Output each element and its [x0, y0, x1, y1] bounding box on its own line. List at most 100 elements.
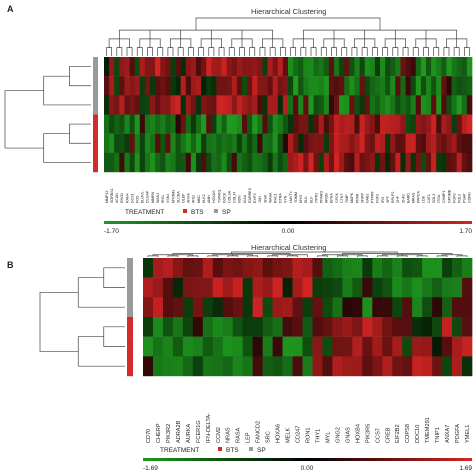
- heatmap-cell: [395, 114, 401, 134]
- row-dendrogram-branch: [39, 292, 79, 352]
- gene-label: AURKA: [186, 423, 192, 443]
- gene-label: TNIP1: [435, 427, 441, 443]
- heatmap-cell: [446, 76, 452, 96]
- heatmap-cell: [152, 317, 164, 337]
- panel-a-column-dendrogram: [106, 17, 470, 56]
- heatmap-cell: [323, 57, 330, 77]
- heatmap-cell: [252, 152, 258, 173]
- column-dendrogram-branch: [290, 47, 297, 56]
- heatmap-cell: [277, 57, 284, 77]
- heatmap-cell: [155, 114, 161, 134]
- heatmap-cell: [212, 336, 224, 357]
- heatmap-cell: [298, 133, 304, 154]
- panel-a-treatment-bar: [93, 57, 98, 173]
- heatmap-cell: [114, 95, 120, 115]
- heatmap-cell: [152, 297, 164, 318]
- panel-b-legend-bts-swatch: [218, 447, 222, 451]
- heatmap-cell: [372, 258, 383, 278]
- column-dendrogram-branch: [396, 255, 408, 257]
- heatmap-cell: [124, 114, 130, 134]
- gene-label: CHMP1: [442, 190, 446, 203]
- gene-label: SRC: [266, 431, 272, 443]
- column-dendrogram-branch: [187, 255, 199, 257]
- gene-label: PTPRF: [371, 190, 375, 203]
- gene-label: ADRA2B: [176, 420, 182, 443]
- heatmap-cell: [422, 317, 433, 337]
- heatmap-cell: [302, 356, 313, 377]
- gene-label: SLCBA: [176, 191, 180, 203]
- column-dendrogram-branch: [106, 47, 113, 56]
- panel-a-legend-sp-swatch: [214, 209, 218, 213]
- heatmap-cell: [196, 152, 202, 173]
- heatmap-cell: [415, 152, 422, 173]
- heatmap-cell: [385, 95, 391, 115]
- heatmap-cell: [382, 277, 393, 298]
- heatmap-cell: [441, 133, 447, 154]
- heatmap-cell: [252, 133, 258, 154]
- heatmap-cell: [415, 95, 422, 115]
- heatmap-cell: [431, 95, 437, 115]
- heatmap-cell: [282, 76, 289, 96]
- heatmap-cell: [318, 95, 325, 115]
- gene-label: PIK3R5: [365, 424, 371, 443]
- heatmap-cell: [206, 114, 212, 134]
- heatmap-cell: [426, 76, 432, 96]
- heatmap-cell: [202, 356, 214, 377]
- heatmap-cell: [412, 258, 423, 278]
- heatmap-cell: [466, 152, 473, 173]
- heatmap-cell: [412, 297, 423, 318]
- heatmap-cell: [262, 317, 273, 337]
- gene-label: ARSB: [325, 193, 329, 203]
- heatmap-cell: [415, 114, 422, 134]
- heatmap-cell: [252, 277, 263, 298]
- heatmap-cell: [410, 114, 417, 134]
- heatmap-cell: [456, 114, 463, 134]
- gene-label: PIK3R2: [166, 424, 172, 443]
- heatmap-cell: [441, 152, 447, 173]
- heatmap-cell: [242, 336, 254, 357]
- heatmap-cell: [144, 114, 151, 134]
- heatmap-cell: [119, 76, 125, 96]
- heatmap-cell: [452, 258, 463, 278]
- heatmap-cell: [380, 57, 386, 77]
- heatmap-cell: [288, 114, 294, 134]
- gene-label: ELF: [309, 196, 313, 203]
- heatmap-cell: [322, 356, 333, 377]
- heatmap-cell: [410, 76, 417, 96]
- heatmap-cell: [139, 76, 146, 96]
- heatmap-cell: [322, 258, 333, 278]
- heatmap-cell: [272, 317, 283, 337]
- heatmap-cell: [322, 277, 333, 298]
- heatmap-cell: [180, 95, 187, 115]
- heatmap-cell: [382, 356, 393, 377]
- heatmap-cell: [354, 133, 360, 154]
- heatmap-cell: [446, 114, 452, 134]
- heatmap-cell: [402, 277, 413, 298]
- heatmap-cell: [344, 76, 350, 96]
- heatmap-cell: [349, 114, 355, 134]
- column-dendrogram-branch: [157, 47, 164, 56]
- column-dendrogram-branch: [208, 47, 215, 56]
- heatmap-cell: [349, 57, 355, 77]
- panel-a-scale-mid: 0.00: [282, 228, 295, 235]
- heatmap-cell: [152, 277, 164, 298]
- heatmap-cell: [298, 76, 304, 96]
- heatmap-cell: [362, 317, 373, 337]
- heatmap-cell: [211, 152, 217, 173]
- gene-label: TOMM: [294, 192, 298, 203]
- heatmap-cell: [339, 114, 345, 134]
- heatmap-cell: [405, 133, 412, 154]
- heatmap-cell: [369, 152, 376, 173]
- column-dendrogram-branch: [218, 47, 225, 56]
- panel-a-colorscale-bar: [104, 221, 472, 224]
- gene-label: ACAN: [115, 193, 119, 203]
- heatmap-cell: [170, 114, 176, 134]
- gene-label: RAN4: [125, 193, 129, 203]
- heatmap-cell: [456, 76, 463, 96]
- heatmap-cell: [359, 114, 366, 134]
- heatmap-cell: [352, 277, 363, 298]
- gene-label: WAN1: [156, 193, 160, 203]
- gene-label: FGFG: [452, 193, 456, 203]
- heatmap-cell: [216, 114, 222, 134]
- gene-label: RHO1: [120, 193, 124, 203]
